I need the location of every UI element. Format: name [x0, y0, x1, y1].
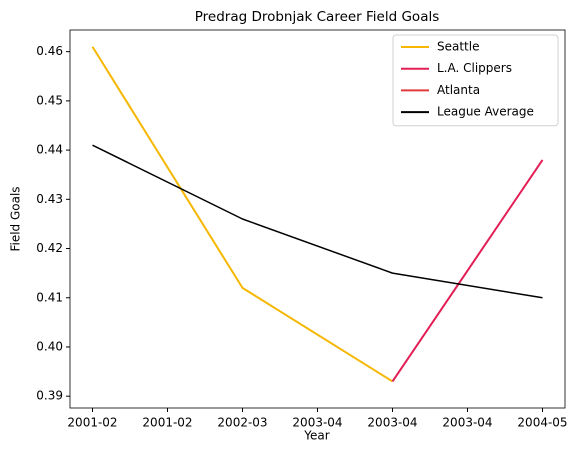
- y-axis-label: Field Goals: [9, 186, 23, 251]
- y-tick-label: 0.46: [36, 44, 63, 58]
- chart-title: Predrag Drobnjak Career Field Goals: [195, 9, 440, 25]
- x-tick-label: 2002-03: [217, 416, 267, 430]
- plot-frame: [69, 29, 566, 409]
- y-tick-label: 0.42: [36, 241, 63, 255]
- y-tick-label: 0.45: [36, 93, 63, 107]
- x-tick-label: 2003-04: [292, 416, 342, 430]
- legend-box: [392, 34, 559, 127]
- series-line: [92, 144, 543, 299]
- series-line: [91, 46, 394, 383]
- y-tick-label: 0.41: [36, 290, 63, 304]
- x-tick-label: 2001-02: [142, 416, 192, 430]
- y-tick-label: 0.44: [36, 143, 63, 157]
- legend-label: Atlanta: [437, 83, 480, 97]
- y-tick-label: 0.40: [36, 339, 63, 353]
- y-tick-label: 0.39: [36, 389, 63, 403]
- legend-label: League Average: [437, 105, 534, 119]
- legend-label: L.A. Clippers: [437, 61, 512, 75]
- series-line: [391, 159, 544, 382]
- x-tick-label: 2003-04: [442, 416, 492, 430]
- legend-label: Seattle: [437, 40, 479, 54]
- y-tick-label: 0.43: [36, 192, 63, 206]
- x-axis-label: Year: [303, 429, 329, 443]
- x-tick-label: 2001-02: [67, 416, 117, 430]
- x-tick-label: 2004-05: [517, 416, 567, 430]
- x-tick-label: 2003-04: [367, 416, 417, 430]
